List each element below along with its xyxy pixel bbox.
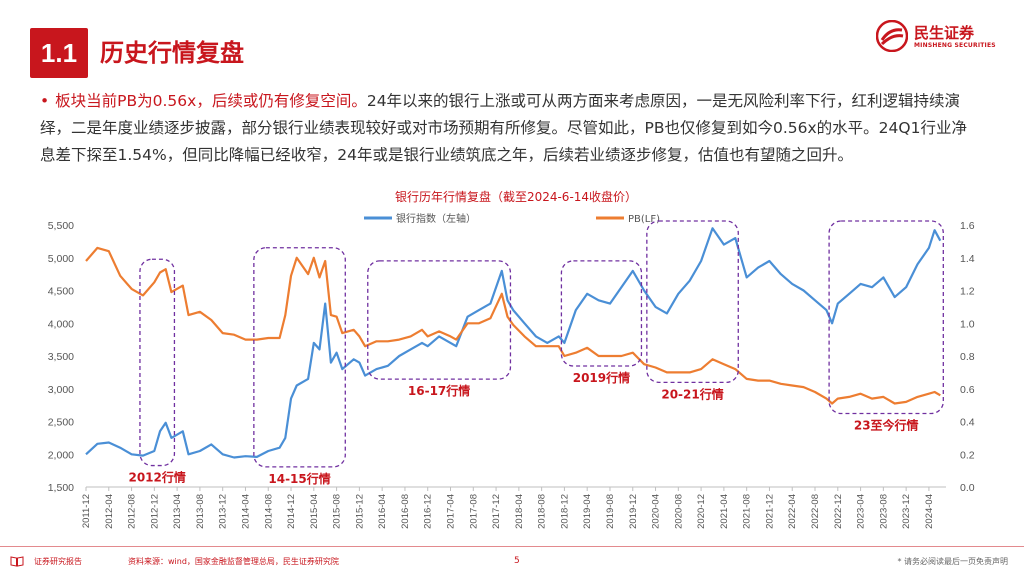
y-left-tick-label: 3,000 (48, 384, 74, 396)
series-line-pb (85, 246, 941, 405)
annotation-label: 2019行情 (573, 370, 630, 385)
x-tick-label: 2019-04 (582, 494, 593, 529)
x-tick-label: 2017-12 (491, 494, 502, 529)
x-tick-label: 2012-04 (104, 494, 115, 529)
x-tick-label: 2013-08 (195, 494, 206, 529)
x-tick-label: 2018-12 (559, 494, 570, 529)
annotation-box (828, 220, 944, 415)
summary-paragraph: • 板块当前PB为0.56x，后续或仍有修复空间。24年以来的银行上涨或可从两方面… (40, 88, 980, 169)
brand-logo: 民生证券 MINSHENG SECURITIES (876, 20, 996, 56)
x-tick-label: 2014-08 (263, 494, 274, 529)
x-tick-label: 2023-12 (901, 494, 912, 529)
x-tick-label: 2022-04 (787, 494, 798, 529)
x-tick-label: 2014-04 (240, 494, 251, 529)
x-tick-label: 2015-12 (354, 494, 365, 529)
x-tick-label: 2019-08 (605, 494, 616, 529)
annotation-label: 20-21行情 (661, 386, 723, 401)
x-tick-label: 2022-08 (810, 494, 821, 529)
annotation-box (139, 258, 176, 467)
x-tick-label: 2013-12 (218, 494, 229, 529)
y-left-tick-label: 2,000 (48, 449, 74, 461)
y-left-tick-label: 4,500 (48, 286, 74, 298)
footer-source: 资料来源：wind，国家金融监督管理总局，民生证券研究院 (128, 557, 339, 566)
book-icon (10, 556, 24, 567)
x-tick-label: 2016-08 (400, 494, 411, 529)
summary-highlight: 板块当前PB为0.56x，后续或仍有修复空间。 (55, 92, 367, 110)
x-tick-label: 2018-08 (537, 494, 548, 529)
y-left-tick-label: 3,500 (48, 351, 74, 363)
x-tick-label: 2012-12 (149, 494, 160, 529)
annotation-box (560, 260, 643, 367)
y-right-tick-label: 0.8 (960, 351, 975, 363)
y-left-tick-label: 4,000 (48, 318, 74, 330)
summary-body: 24年以来的银行上涨或可从两方面来考虑原因，一是无风险利率下行，红利逻辑持续演绎… (40, 92, 967, 164)
x-tick-label: 2016-12 (423, 494, 434, 529)
y-left-tick-label: 5,000 (48, 253, 74, 265)
series-line-bank-index (85, 227, 942, 459)
bank-index-chart: 银行历年行情复盘（截至2024-6-14收盘价） 银行指数（左轴） PB(LF) 1,… (48, 189, 975, 529)
x-tick-label: 2012-08 (127, 494, 138, 529)
footer: 证券研究报告 资料来源：wind，国家金融监督管理总局，民生证券研究院 5 * … (0, 546, 1024, 576)
x-tick-label: 2017-04 (446, 494, 457, 529)
y-left-tick-label: 5,500 (48, 220, 74, 232)
logo-text-en: MINSHENG SECURITIES (914, 42, 996, 49)
footer-disclaimer: * 请务必阅读最后一页免责声明 (897, 557, 1008, 566)
y-right-tick-label: 0.2 (960, 449, 975, 461)
x-tick-label: 2016-04 (377, 494, 388, 529)
footer-divider (0, 546, 1024, 547)
x-tick-label: 2015-04 (309, 494, 320, 529)
y-right-tick-label: 0.0 (960, 482, 975, 494)
y-right-tick-label: 0.4 (960, 417, 975, 429)
y-left-tick-label: 1,500 (48, 482, 74, 494)
x-tick-label: 2020-08 (673, 494, 684, 529)
x-tick-label: 2020-04 (651, 494, 662, 529)
page-title: 历史行情复盘 (100, 39, 244, 67)
footer-report-label: 证券研究报告 (34, 557, 82, 566)
y-left-tick-label: 2,500 (48, 417, 74, 429)
bullet-icon: • (40, 92, 50, 110)
legend-label-bank-index: 银行指数（左轴） (396, 212, 476, 225)
x-tick-label: 2023-08 (878, 494, 889, 529)
section-number-badge: 1.1 (30, 28, 88, 78)
y-right-tick-label: 1.2 (960, 286, 975, 298)
x-tick-label: 2021-12 (764, 494, 775, 529)
x-tick-label: 2017-08 (468, 494, 479, 529)
x-tick-label: 2015-08 (332, 494, 343, 529)
x-tick-label: 2011-12 (81, 494, 92, 528)
annotation-box (367, 260, 512, 380)
x-tick-label: 2020-12 (696, 494, 707, 529)
x-tick-label: 2022-12 (833, 494, 844, 529)
y-right-tick-label: 1.6 (960, 220, 975, 232)
x-tick-label: 2023-04 (856, 494, 867, 529)
y-right-tick-label: 0.6 (960, 384, 975, 396)
section-number: 1.1 (40, 37, 78, 68)
logo-text-cn: 民生证券 (914, 24, 975, 42)
x-tick-label: 2013-04 (172, 494, 183, 529)
annotation-box (646, 220, 739, 384)
minsheng-logo-icon (876, 20, 908, 52)
annotation-label: 2012行情 (128, 470, 185, 485)
x-tick-label: 2021-04 (719, 494, 730, 529)
legend-label-pb: PB(LF) (628, 214, 660, 225)
x-tick-label: 2014-12 (286, 494, 297, 529)
x-tick-label: 2021-08 (742, 494, 753, 529)
annotation-label: 23至今行情 (854, 417, 919, 432)
y-right-tick-label: 1.4 (960, 253, 975, 265)
chart-title: 银行历年行情复盘（截至2024-6-14收盘价） (395, 189, 637, 204)
page-number: 5 (514, 556, 520, 566)
annotation-label: 14-15行情 (268, 471, 330, 486)
annotation-box (253, 247, 346, 468)
x-tick-label: 2018-04 (514, 494, 525, 529)
annotation-label: 16-17行情 (408, 383, 470, 398)
x-tick-label: 2019-12 (628, 494, 639, 529)
x-tick-label: 2024-04 (924, 494, 935, 529)
y-right-tick-label: 1.0 (960, 318, 975, 330)
